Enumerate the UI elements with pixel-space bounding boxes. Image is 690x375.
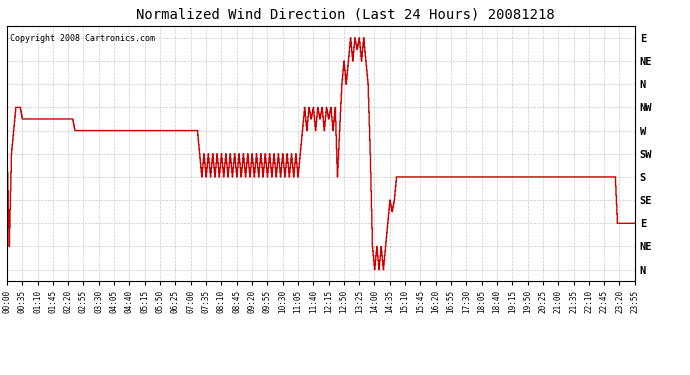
Text: Normalized Wind Direction (Last 24 Hours) 20081218: Normalized Wind Direction (Last 24 Hours… (136, 8, 554, 21)
Text: Copyright 2008 Cartronics.com: Copyright 2008 Cartronics.com (10, 34, 155, 43)
